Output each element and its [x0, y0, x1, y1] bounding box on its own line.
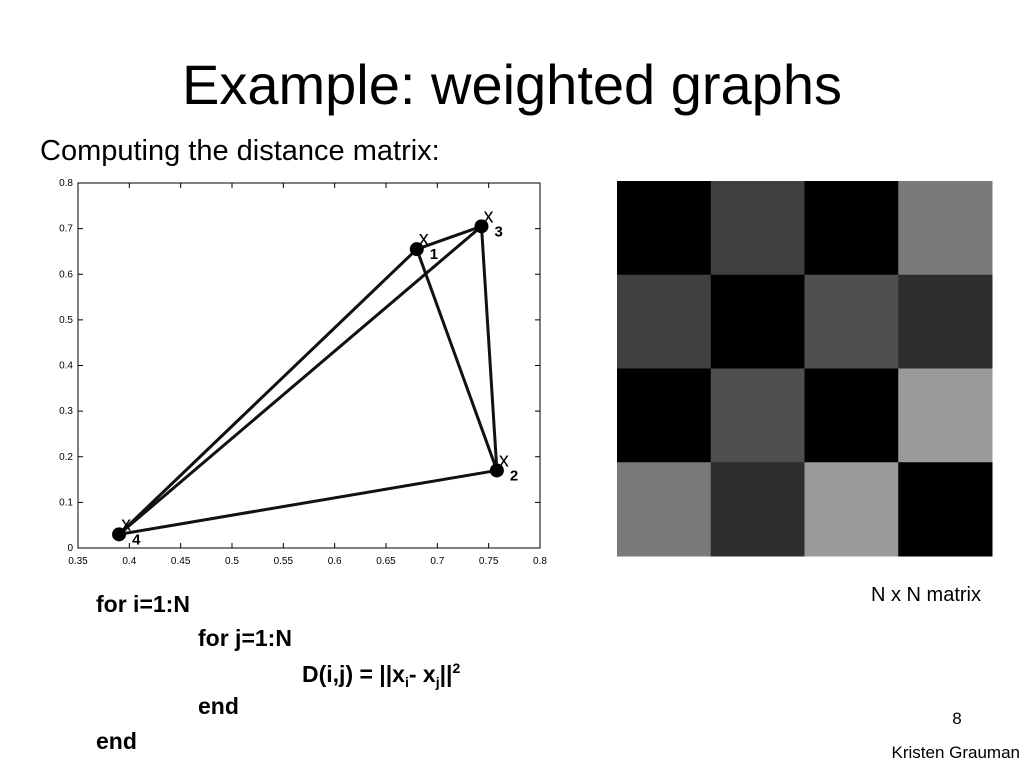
code-line: end — [96, 728, 137, 754]
code-line: end — [198, 693, 239, 719]
y-tick-label: 0.7 — [59, 224, 73, 235]
node-subscript: 1 — [430, 246, 438, 263]
formula-sub: j — [435, 674, 440, 690]
graph-edge — [415, 248, 499, 471]
graph-edge — [118, 225, 483, 536]
y-tick-label: 0.3 — [59, 406, 73, 417]
page-number: 8 — [952, 709, 961, 728]
matrix-caption: N x N matrix — [871, 584, 981, 606]
matrix-cell — [804, 274, 899, 369]
plot-frame — [77, 182, 541, 549]
y-tick-label: 0.6 — [59, 269, 73, 280]
x-tick-label: 0.6 — [328, 556, 342, 567]
y-tick-label: 0.5 — [59, 315, 73, 326]
matrix-cell — [710, 274, 805, 369]
node-subscript: 4 — [132, 531, 141, 548]
x-tick-label: 0.35 — [68, 556, 88, 567]
graph-node — [489, 463, 504, 478]
x-tick-label: 0.5 — [225, 556, 239, 567]
matrix-cell — [804, 181, 899, 276]
matrix-cell — [898, 181, 993, 276]
matrix-cell — [710, 462, 805, 557]
y-tick-label: 0.8 — [59, 178, 73, 189]
graph-node — [474, 219, 489, 234]
matrix-cell — [617, 368, 712, 463]
graph-edge — [118, 248, 418, 536]
graph-edge — [479, 226, 499, 471]
matrix-cell — [898, 368, 993, 463]
matrix-cell — [804, 368, 899, 463]
matrix-cell — [617, 274, 712, 369]
x-tick-label: 0.65 — [376, 556, 396, 567]
x-tick-label: 0.8 — [533, 556, 547, 567]
matrix-cell — [898, 274, 993, 369]
graph-node — [409, 242, 424, 257]
node-label: x — [499, 449, 509, 471]
code-formula: D(i,j) = ||xi- xj||2 — [302, 660, 460, 690]
node-subscript: 2 — [510, 467, 518, 484]
node-label: x — [483, 205, 493, 227]
code-line: for i=1:N — [96, 591, 190, 617]
node-subscript: 3 — [494, 223, 502, 240]
matrix-cell — [617, 181, 712, 276]
x-tick-label: 0.55 — [274, 556, 294, 567]
node-label: x — [419, 228, 429, 250]
code-line: for j=1:N — [198, 625, 292, 651]
graph-edge — [118, 468, 498, 536]
formula-part: - x — [409, 661, 436, 687]
graph-edge — [416, 224, 482, 251]
y-tick-label: 0.2 — [59, 452, 73, 463]
slide-title: Example: weighted graphs — [182, 53, 842, 116]
x-tick-label: 0.75 — [479, 556, 499, 567]
graph-node — [112, 527, 127, 542]
formula-part: || — [440, 661, 453, 687]
credit: Kristen Grauman — [892, 743, 1021, 762]
x-tick-label: 0.45 — [171, 556, 191, 567]
matrix-cell — [804, 462, 899, 557]
y-tick-label: 0.4 — [59, 361, 73, 372]
x-tick-label: 0.7 — [430, 556, 444, 567]
matrix-cell — [710, 368, 805, 463]
matrix-cell — [617, 462, 712, 557]
formula-part: D(i,j) = ||x — [302, 661, 405, 687]
y-tick-label: 0 — [67, 543, 73, 554]
node-label: x — [121, 513, 131, 535]
matrix-cell — [710, 181, 805, 276]
formula-sup: 2 — [452, 660, 460, 676]
subtitle: Computing the distance matrix: — [40, 135, 440, 167]
x-tick-label: 0.4 — [122, 556, 136, 567]
formula-sub: i — [405, 674, 409, 690]
y-tick-label: 0.1 — [59, 497, 73, 508]
matrix-cell — [898, 462, 993, 557]
